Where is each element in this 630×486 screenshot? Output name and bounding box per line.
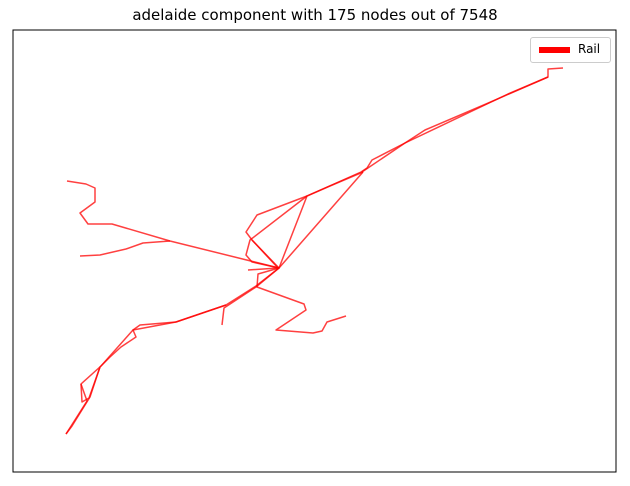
rail-line-segment-1 — [361, 76, 549, 173]
rail-line-segment-11 — [65, 383, 88, 435]
rail-line-segment-8 — [221, 267, 280, 326]
legend-label-rail: Rail — [578, 42, 601, 56]
rail-line-segment-10 — [80, 304, 227, 403]
rail-line-segment-5 — [66, 180, 280, 269]
legend: Rail — [530, 37, 611, 63]
axes-frame — [12, 29, 617, 473]
rail-line-segment-6 — [79, 240, 171, 257]
chart-title: adelaide component with 175 nodes out of… — [132, 6, 498, 24]
legend-swatch-rail — [539, 47, 570, 53]
rail-line-segment-3 — [278, 171, 364, 269]
series-layer — [65, 67, 564, 435]
rail-line-segment-7 — [256, 267, 347, 334]
